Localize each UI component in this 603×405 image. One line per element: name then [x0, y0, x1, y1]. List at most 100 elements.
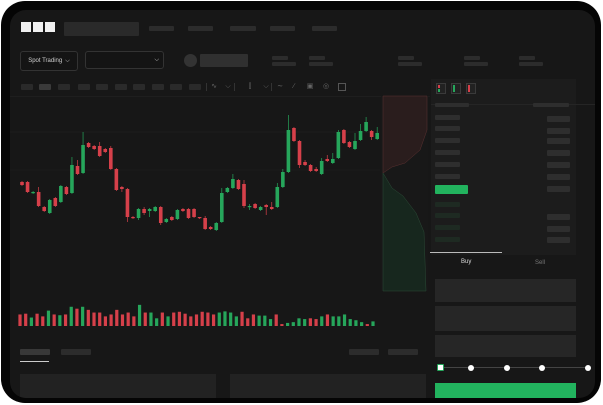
candle-body — [59, 186, 63, 202]
amount-input[interactable] — [435, 306, 576, 331]
ruler-icon[interactable]: ∕ — [293, 83, 295, 90]
timeframe-button[interactable] — [58, 84, 70, 90]
ask-size — [547, 162, 570, 168]
volume-bar — [320, 316, 324, 326]
volume-bar — [246, 318, 250, 326]
total-input[interactable] — [435, 335, 576, 357]
chevron-down-icon[interactable]: ⌵ — [225, 83, 231, 90]
candle-body — [275, 187, 280, 207]
candle-body — [319, 161, 324, 174]
volume-bar — [109, 314, 113, 326]
filter-button[interactable] — [349, 349, 379, 355]
orderbook-both-icon[interactable] — [436, 83, 446, 94]
volume-bar — [137, 304, 142, 326]
candle-body — [42, 207, 46, 211]
volume-bar — [41, 316, 45, 326]
timeframe-button[interactable] — [39, 84, 51, 90]
bid-size — [547, 237, 570, 243]
timeframe-button[interactable] — [78, 84, 90, 90]
volume-bar — [103, 316, 108, 326]
okx-logo[interactable] — [21, 22, 55, 32]
volume-bar — [92, 312, 96, 326]
tab-open-orders[interactable] — [20, 349, 50, 355]
indicator-icon[interactable]: ∿ — [211, 83, 217, 90]
orderbook-bids-icon[interactable] — [451, 83, 461, 94]
candle — [242, 180, 246, 208]
candle-body — [170, 217, 174, 220]
timeframe-button[interactable] — [96, 84, 108, 90]
market-type-selector[interactable]: Spot Trading ⌵ — [20, 51, 78, 71]
order-card — [20, 374, 216, 398]
pair-selector[interactable]: ⌵ — [85, 51, 164, 69]
tab-buy[interactable]: Buy — [461, 259, 472, 265]
settings-icon[interactable]: ◎ — [322, 83, 330, 90]
candle — [47, 199, 52, 214]
nav-item[interactable] — [188, 26, 213, 31]
candle — [186, 208, 191, 219]
candle-body — [131, 217, 135, 219]
candle — [353, 133, 357, 150]
candle — [64, 186, 69, 195]
stat-label — [464, 56, 480, 60]
timeframe-button[interactable] — [115, 84, 127, 90]
divider — [271, 83, 272, 91]
bid-price — [435, 202, 460, 207]
timeframe-button[interactable] — [133, 84, 145, 90]
candle-body — [175, 210, 180, 219]
buy-button[interactable] — [435, 383, 576, 398]
candle — [131, 216, 135, 219]
nav-item[interactable] — [270, 26, 295, 31]
candle — [347, 141, 352, 148]
bar-style-icon[interactable]: ⫿ — [248, 83, 252, 90]
candle-body — [81, 145, 85, 173]
filter-button[interactable] — [388, 349, 418, 355]
fullscreen-icon[interactable] — [338, 83, 346, 91]
candle-body — [314, 169, 318, 171]
nav-item[interactable] — [230, 26, 256, 31]
nav-item[interactable] — [149, 26, 174, 31]
slider-stop[interactable] — [585, 365, 591, 371]
timeframe-button[interactable] — [170, 84, 182, 90]
candle — [208, 226, 213, 230]
candle — [59, 185, 63, 203]
volume-bar — [337, 316, 341, 326]
slider-handle[interactable] — [437, 364, 444, 371]
candle — [31, 191, 35, 194]
candle-body — [97, 146, 102, 156]
stat-value — [309, 62, 333, 66]
volume-bar — [360, 322, 364, 326]
candle — [319, 158, 324, 175]
amount-slider[interactable] — [437, 364, 591, 371]
stat-label — [519, 56, 535, 60]
bid-price — [435, 213, 460, 218]
tab-sell[interactable]: Sell — [535, 260, 546, 266]
chevron-down-icon[interactable]: ⌵ — [263, 83, 269, 90]
candle-body — [109, 148, 113, 169]
candle-body — [25, 182, 30, 192]
orderbook-asks-icon[interactable] — [466, 83, 476, 94]
price-input[interactable] — [435, 279, 576, 302]
candle — [214, 222, 219, 231]
volume-bar — [291, 322, 295, 326]
slider-stop[interactable] — [504, 365, 510, 371]
nav-item[interactable] — [312, 26, 337, 31]
volume-bar — [166, 316, 170, 326]
candle-body — [120, 187, 124, 189]
stat-label — [309, 56, 325, 60]
timeframe-button[interactable] — [152, 84, 164, 90]
camera-icon[interactable]: ▣ — [306, 83, 314, 90]
candle-body — [369, 131, 374, 137]
timeframe-button[interactable] — [21, 84, 33, 90]
timeframe-button[interactable] — [189, 84, 201, 90]
slider-stop[interactable] — [539, 365, 545, 371]
stat-value — [272, 62, 296, 66]
slider-stop[interactable] — [468, 365, 474, 371]
candle — [220, 188, 224, 223]
candle-body — [64, 187, 69, 194]
search-placeholder[interactable] — [64, 22, 139, 36]
line-icon[interactable]: ∼ — [277, 83, 283, 90]
tab-order-history[interactable] — [61, 349, 91, 355]
volume-bar — [354, 320, 358, 326]
candle — [86, 142, 91, 148]
